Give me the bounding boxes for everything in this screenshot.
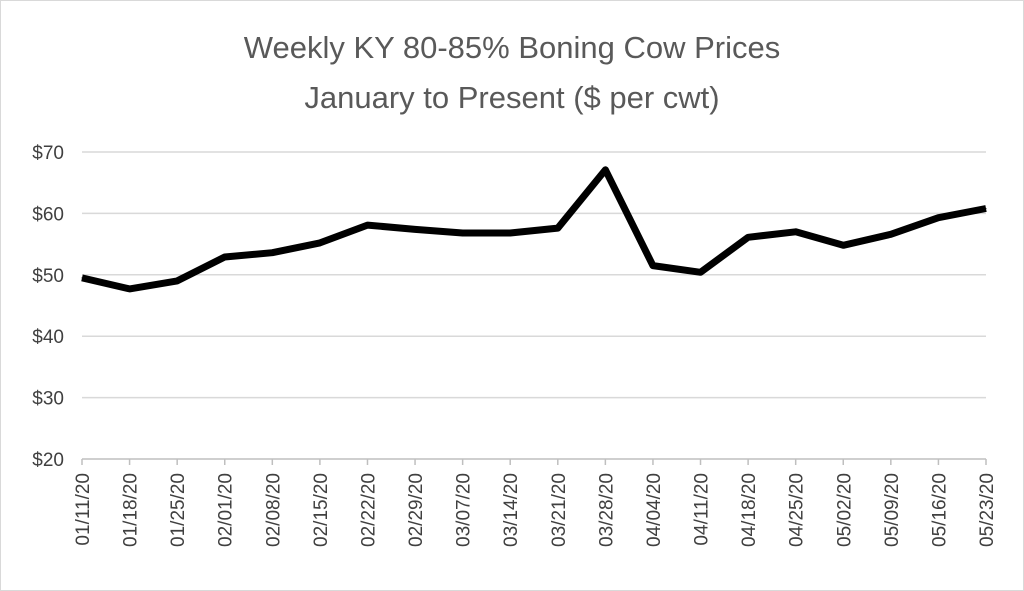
- y-tick-label: $50: [32, 266, 64, 287]
- x-tick-label: 05/02/20: [834, 473, 855, 547]
- x-tick-label: 02/22/20: [358, 473, 379, 547]
- x-tick-label: 03/28/20: [596, 473, 617, 547]
- y-tick-label: $20: [32, 450, 64, 471]
- x-tick-label: 02/29/20: [406, 473, 427, 547]
- x-tick-label: 02/01/20: [216, 473, 237, 547]
- x-tick-label: 05/23/20: [977, 473, 998, 547]
- x-tick-label: 04/25/20: [787, 473, 808, 547]
- x-tick-label: 04/11/20: [692, 473, 713, 546]
- data-point: [557, 227, 559, 229]
- y-axis-ticks: $20 $30 $40 $50 $60 $70: [32, 143, 64, 471]
- gridlines: [82, 151, 986, 399]
- x-tick-label: 05/16/20: [929, 473, 950, 547]
- data-point: [414, 228, 416, 230]
- data-point: [747, 236, 749, 238]
- x-tick-label: 03/07/20: [454, 473, 475, 547]
- x-tick-label: 05/09/20: [882, 473, 903, 547]
- x-tick-label: 04/04/20: [644, 473, 665, 547]
- x-tick-label: 04/18/20: [739, 473, 760, 547]
- x-tick-label: 01/25/20: [168, 473, 189, 547]
- data-point: [652, 265, 654, 267]
- data-point: [890, 233, 892, 235]
- data-point: [509, 232, 511, 234]
- data-point: [224, 256, 226, 258]
- data-point: [129, 288, 131, 290]
- series-layer: [81, 166, 987, 293]
- x-axis: 01/11/20 01/18/20 01/25/20 02/01/20 02/08/20…: [73, 458, 998, 547]
- data-point: [271, 252, 273, 254]
- x-tick-label: 03/21/20: [549, 473, 570, 547]
- data-point: [81, 277, 83, 279]
- chart-title-line-1: Weekly KY 80-85% Boning Cow Prices: [244, 30, 780, 65]
- x-tick-label: 02/15/20: [311, 473, 332, 547]
- x-tick-label: 01/11/20: [73, 473, 94, 546]
- y-tick-label: $30: [32, 389, 64, 410]
- data-point: [795, 231, 797, 233]
- data-point: [604, 169, 606, 171]
- y-tick-label: $70: [32, 143, 64, 164]
- data-point: [937, 217, 939, 219]
- y-tick-label: $60: [32, 204, 64, 225]
- data-point: [842, 244, 844, 246]
- series-line: [81, 166, 987, 293]
- data-point: [319, 242, 321, 244]
- data-point: [700, 271, 702, 273]
- chart-title-line-2: January to Present ($ per cwt): [304, 80, 719, 115]
- data-point: [462, 232, 464, 234]
- data-point: [366, 224, 368, 226]
- y-tick-label: $40: [32, 327, 64, 348]
- x-tick-label: 01/18/20: [121, 473, 142, 547]
- data-point: [176, 280, 178, 282]
- x-tick-label: 03/14/20: [501, 473, 522, 547]
- x-tick-label: 02/08/20: [263, 473, 284, 547]
- data-point: [985, 207, 987, 209]
